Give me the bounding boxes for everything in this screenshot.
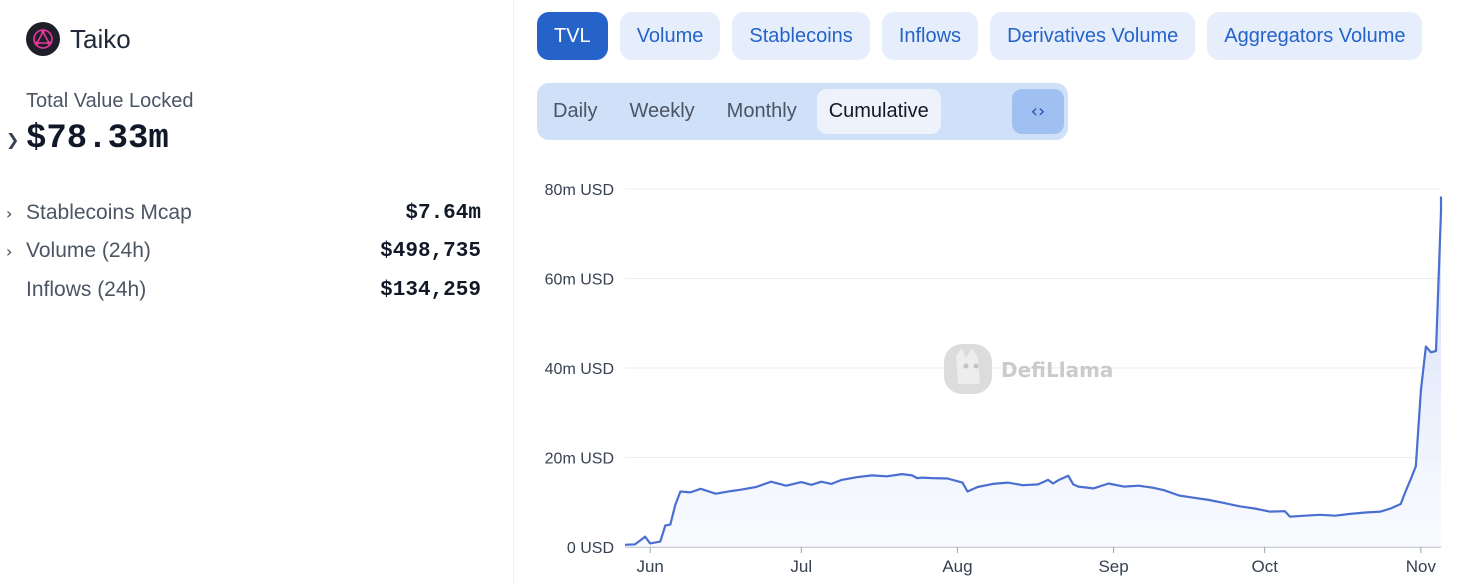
tab-inflows[interactable]: Inflows (881, 12, 979, 60)
tab-stablecoins[interactable]: Stablecoins (732, 12, 870, 60)
tvl-chart[interactable]: DefiLlama 0 USD 20m USD 40m USD 60m USD 80m … (514, 160, 1475, 585)
tvl-series-line (624, 196, 1443, 546)
period-weekly[interactable]: Weekly (617, 89, 706, 134)
x-tick-label: Oct (1251, 557, 1278, 576)
tab-tvl[interactable]: TVL (537, 12, 608, 60)
metric-value: $498,735 (380, 239, 481, 263)
chevron-right-icon: ❯ (6, 129, 20, 149)
metric-label: Volume (24h) (26, 239, 151, 262)
metric-value: $7.64m (405, 201, 481, 225)
y-tick-label: 40m USD (545, 361, 614, 378)
x-tick-label: Aug (942, 557, 972, 576)
metric-label: Stablecoins Mcap (26, 201, 192, 224)
x-tick-label: Jun (636, 557, 663, 576)
period-cumulative[interactable]: Cumulative (816, 89, 941, 134)
chevron-right-icon: › (6, 241, 13, 261)
tab-volume[interactable]: Volume (619, 12, 721, 60)
x-tick-label: Jul (790, 557, 812, 576)
y-tick-label: 80m USD (545, 182, 614, 199)
tab-aggregators-volume[interactable]: Aggregators Volume (1207, 12, 1423, 60)
protocol-name: Taiko (70, 23, 131, 54)
code-brackets-icon: ‹› (1030, 101, 1046, 122)
tvl-label: Total Value Locked (26, 90, 194, 112)
llama-logo-icon (944, 344, 992, 394)
x-tick-label: Sep (1098, 557, 1128, 576)
period-monthly[interactable]: Monthly (715, 89, 809, 134)
tab-derivatives-volume[interactable]: Derivatives Volume (990, 12, 1196, 60)
metric-label: Inflows (24h) (26, 278, 147, 301)
y-tick-label: 60m USD (545, 272, 614, 289)
metric-row-volume[interactable]: › Volume (24h) $498,735 (6, 236, 481, 266)
embed-button[interactable]: ‹› (1012, 89, 1064, 134)
period-daily[interactable]: Daily (541, 89, 609, 134)
tvl-expand-toggle[interactable]: ❯ $78.33m (6, 120, 169, 158)
chevron-right-icon: › (6, 203, 13, 223)
watermark-text: DefiLlama (1001, 358, 1113, 382)
y-tick-label: 20m USD (545, 451, 614, 468)
protocol-summary-panel: Taiko Total Value Locked ❯ $78.33m › Sta… (0, 0, 514, 585)
protocol-header: Taiko (26, 22, 131, 56)
metric-row-stablecoins[interactable]: › Stablecoins Mcap $7.64m (6, 198, 481, 228)
metric-row-inflows: Inflows (24h) $134,259 (6, 275, 481, 305)
tvl-area-fill (625, 196, 1441, 547)
chart-type-tabs: TVL Volume Stablecoins Inflows Derivativ… (537, 12, 1423, 60)
y-tick-label: 0 USD (567, 540, 614, 557)
tvl-value: $78.33m (26, 120, 169, 158)
taiko-logo-icon (26, 22, 60, 56)
metric-value: $134,259 (380, 278, 481, 302)
period-selector: Daily Weekly Monthly Cumulative ‹› (537, 83, 1068, 140)
x-tick-label: Nov (1406, 557, 1437, 576)
watermark: DefiLlama (944, 344, 1113, 394)
